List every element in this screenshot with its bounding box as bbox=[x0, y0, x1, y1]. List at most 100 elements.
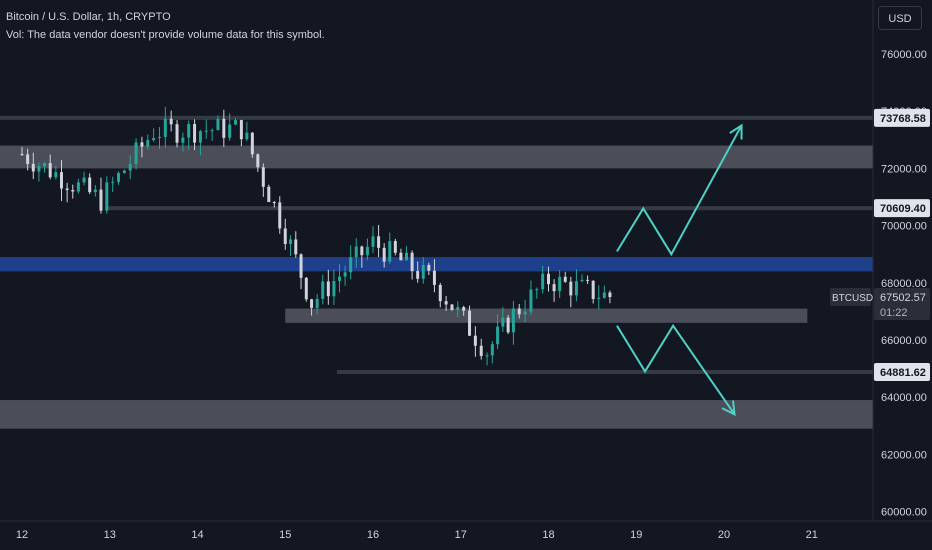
candle-body bbox=[31, 163, 35, 172]
candle-body bbox=[289, 239, 293, 244]
candle-body bbox=[421, 265, 425, 279]
candle-body bbox=[59, 172, 63, 189]
candle-body bbox=[501, 317, 505, 327]
candle-body bbox=[485, 355, 489, 357]
candle-body bbox=[574, 281, 578, 296]
candle-body bbox=[608, 292, 612, 298]
candle-body bbox=[326, 281, 330, 297]
price-tick-label: 68000.00 bbox=[881, 278, 927, 290]
candle-body bbox=[146, 140, 150, 147]
arrowhead-down bbox=[721, 400, 736, 417]
candle-body bbox=[175, 124, 179, 143]
price-tick-label: 76000.00 bbox=[881, 49, 927, 61]
candle-body bbox=[43, 163, 47, 167]
price-tick-label: 64000.00 bbox=[881, 392, 927, 404]
candle-body bbox=[20, 154, 24, 156]
time-tick-label: 17 bbox=[455, 529, 467, 541]
candle-body bbox=[163, 118, 167, 137]
candle-body bbox=[399, 252, 403, 261]
zone-1 bbox=[0, 257, 873, 272]
currency-button[interactable]: USD bbox=[878, 6, 922, 30]
candle-body bbox=[591, 280, 595, 299]
candle-body bbox=[261, 167, 265, 187]
candle-body bbox=[586, 279, 590, 281]
price-axis[interactable]: 76000.0074000.0072000.0070000.0068000.00… bbox=[830, 0, 930, 521]
zone-3 bbox=[0, 400, 873, 429]
last-price-box bbox=[874, 288, 930, 321]
time-axis[interactable]: 12 13 14 15 16 17 18 19 20 21 bbox=[0, 520, 932, 541]
candle-body bbox=[256, 154, 260, 168]
candle-body bbox=[473, 335, 477, 346]
zones-layer bbox=[0, 145, 873, 429]
candle-body bbox=[198, 131, 202, 143]
bar-countdown-label: 01:22 bbox=[880, 307, 908, 319]
candle-body bbox=[410, 252, 414, 272]
candle-body bbox=[250, 132, 254, 155]
candle-body bbox=[602, 292, 606, 298]
candle-body bbox=[529, 289, 533, 312]
candle-body bbox=[128, 163, 132, 171]
candle-body bbox=[597, 297, 601, 299]
time-tick-label: 20 bbox=[718, 529, 730, 541]
candle-body bbox=[88, 177, 92, 193]
level-price-label: 70609.40 bbox=[880, 203, 926, 215]
time-tick-label: 21 bbox=[806, 529, 818, 541]
symbol-label: BTCUSD bbox=[832, 293, 873, 304]
zone-0 bbox=[0, 145, 873, 169]
level-label-box bbox=[874, 199, 930, 218]
volume-notice: Vol: The data vendor doesn't provide vol… bbox=[6, 29, 325, 41]
time-tick-label: 16 bbox=[367, 529, 379, 541]
candle-body bbox=[37, 166, 41, 172]
candle-body bbox=[93, 189, 97, 193]
level-price-label: 73768.58 bbox=[880, 113, 926, 125]
candle-body bbox=[193, 123, 197, 143]
candle-body bbox=[349, 257, 353, 273]
candle-body bbox=[569, 281, 573, 296]
candle-body bbox=[541, 273, 545, 290]
candle-body bbox=[76, 182, 80, 192]
price-tick-label: 66000.00 bbox=[881, 335, 927, 347]
candle-body bbox=[26, 154, 30, 164]
candle-body bbox=[82, 177, 86, 183]
level-line-2 bbox=[337, 369, 873, 374]
time-tick-label: 15 bbox=[279, 529, 291, 541]
candle-body bbox=[490, 344, 494, 356]
candle-body bbox=[523, 311, 527, 315]
candle-body bbox=[228, 124, 232, 138]
chart-title: Bitcoin / U.S. Dollar, 1h, CRYPTO bbox=[6, 11, 171, 23]
candle-body bbox=[134, 142, 138, 164]
candle-body bbox=[234, 120, 238, 125]
candle-body bbox=[48, 163, 52, 178]
candle-body bbox=[299, 254, 303, 278]
candle-body bbox=[272, 202, 276, 204]
time-tick-label: 13 bbox=[104, 529, 116, 541]
candle-body bbox=[122, 170, 126, 174]
candle-body bbox=[99, 189, 103, 211]
price-tick-label: 62000.00 bbox=[881, 449, 927, 461]
candle-body bbox=[283, 228, 287, 244]
candle-body bbox=[552, 284, 556, 292]
level-label-box bbox=[874, 362, 930, 381]
zone-2 bbox=[285, 308, 808, 323]
candle-body bbox=[580, 279, 584, 282]
candle-body bbox=[157, 136, 161, 138]
candle-body bbox=[65, 188, 69, 191]
candle-body bbox=[343, 272, 347, 277]
candle-body bbox=[547, 273, 550, 285]
candle-body bbox=[511, 308, 515, 333]
time-tick-label: 18 bbox=[542, 529, 554, 541]
candle-body bbox=[405, 252, 409, 261]
projection-up bbox=[616, 125, 743, 257]
candle-body bbox=[210, 130, 214, 132]
candle-body bbox=[105, 182, 109, 211]
candle-body bbox=[371, 236, 375, 247]
candle-body bbox=[267, 186, 271, 203]
candle-body bbox=[479, 345, 483, 356]
candles-layer bbox=[20, 106, 612, 366]
candle-body bbox=[450, 304, 454, 311]
candle-body bbox=[558, 276, 562, 292]
candle-body bbox=[332, 281, 336, 297]
candle-body bbox=[563, 276, 567, 282]
